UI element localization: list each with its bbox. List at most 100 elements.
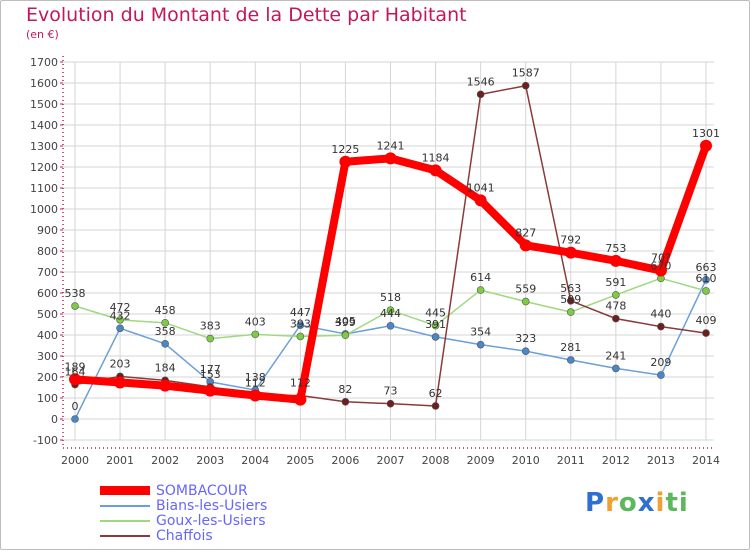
data-point (71, 415, 79, 423)
y-tick-label: 500 (37, 308, 58, 321)
data-point (386, 321, 395, 330)
brand-letter: i (655, 488, 666, 518)
data-label: 70? (651, 252, 671, 265)
chart-title: Evolution du Montant de la Dette par Hab… (26, 4, 467, 26)
x-tick-label: 2011 (557, 454, 585, 467)
data-label: 753 (605, 242, 626, 255)
data-point (429, 164, 442, 177)
data-label: 670 (650, 259, 671, 272)
data-point (249, 389, 262, 402)
data-label: 358 (155, 325, 176, 338)
data-point (116, 316, 124, 324)
data-point (564, 246, 577, 259)
data-label: 614 (470, 271, 491, 284)
data-label: 409 (696, 314, 717, 327)
data-label: 559 (515, 283, 536, 296)
data-point (519, 239, 532, 252)
data-label: 432 (110, 309, 131, 322)
data-label: 0 (72, 400, 79, 413)
data-point (612, 291, 620, 299)
data-label: 112 (245, 376, 266, 389)
data-point (341, 397, 350, 406)
y-tick-label: 800 (37, 245, 58, 258)
data-label: 792 (560, 234, 581, 247)
data-point (206, 334, 215, 343)
data-point (657, 322, 665, 331)
data-label: 509 (560, 293, 581, 306)
legend-label: Goux-les-Usiers (156, 513, 266, 529)
brand-letter: P (585, 488, 606, 518)
data-point (114, 376, 127, 389)
data-label: 62 (429, 387, 443, 400)
brand-letter: x (637, 488, 656, 518)
y-tick-label: 1500 (30, 98, 58, 111)
data-point (341, 331, 350, 340)
data-label: 1301 (692, 127, 720, 140)
data-label: 827 (515, 226, 536, 239)
brand-letter: o (618, 488, 638, 518)
data-label: 241 (605, 349, 626, 362)
data-label: 563 (560, 282, 581, 295)
x-tick-label: 2014 (692, 454, 720, 467)
x-tick-label: 2004 (241, 454, 269, 467)
x-tick-label: 2009 (467, 454, 495, 467)
data-point (251, 330, 260, 339)
chart-subtitle: (en €) (26, 28, 59, 41)
legend-label: Chaffois (156, 528, 213, 544)
data-point (521, 81, 530, 90)
x-tick-label: 2000 (61, 454, 89, 467)
data-label: 383 (200, 320, 221, 333)
y-tick-label: 100 (37, 392, 58, 405)
data-point (431, 321, 440, 330)
data-label: 393 (290, 317, 311, 330)
data-label: 591 (605, 276, 626, 289)
data-point (476, 340, 485, 349)
y-tick-label: 1600 (30, 77, 58, 90)
data-label: 403 (245, 315, 266, 328)
x-tick-label: 2006 (331, 454, 359, 467)
data-label: 440 (650, 308, 671, 321)
y-tick-label: 1000 (30, 203, 58, 216)
y-tick-label: 200 (37, 371, 58, 384)
data-point (384, 152, 397, 165)
legend-swatch (100, 520, 150, 522)
x-tick-label: 2001 (106, 454, 134, 467)
y-tick-label: 0 (51, 413, 58, 426)
data-point (431, 333, 440, 341)
data-label: 82 (338, 383, 352, 396)
data-point (566, 356, 575, 364)
y-tick-label: 400 (37, 329, 58, 342)
data-label: 518 (380, 291, 401, 304)
legend-swatch (100, 505, 150, 507)
data-label: 391 (425, 318, 446, 331)
y-tick-label: 300 (37, 350, 58, 363)
data-point (431, 402, 440, 410)
data-label: 354 (470, 326, 491, 339)
y-tick-label: -100 (33, 434, 58, 447)
data-point (702, 329, 710, 337)
data-point (159, 379, 172, 392)
brand-letter: ti (665, 488, 689, 518)
data-label: 405 (335, 315, 356, 328)
data-point (702, 275, 710, 284)
legend-swatch (100, 535, 150, 537)
y-tick-label: 1400 (30, 119, 58, 132)
data-point (476, 90, 485, 99)
y-tick-label: 1100 (30, 182, 58, 195)
data-point (702, 287, 710, 295)
data-point (296, 332, 305, 341)
x-tick-label: 2010 (512, 454, 540, 467)
data-label: 399 (335, 316, 356, 329)
data-point (69, 373, 81, 386)
data-label: 445 (425, 307, 446, 320)
data-label: 1587 (512, 67, 540, 80)
data-point (296, 321, 305, 329)
data-point (657, 371, 665, 379)
data-point (116, 324, 124, 333)
y-tick-label: 900 (37, 224, 58, 237)
data-point (386, 399, 395, 408)
x-tick-label: 2002 (151, 454, 179, 467)
data-point (566, 308, 575, 316)
